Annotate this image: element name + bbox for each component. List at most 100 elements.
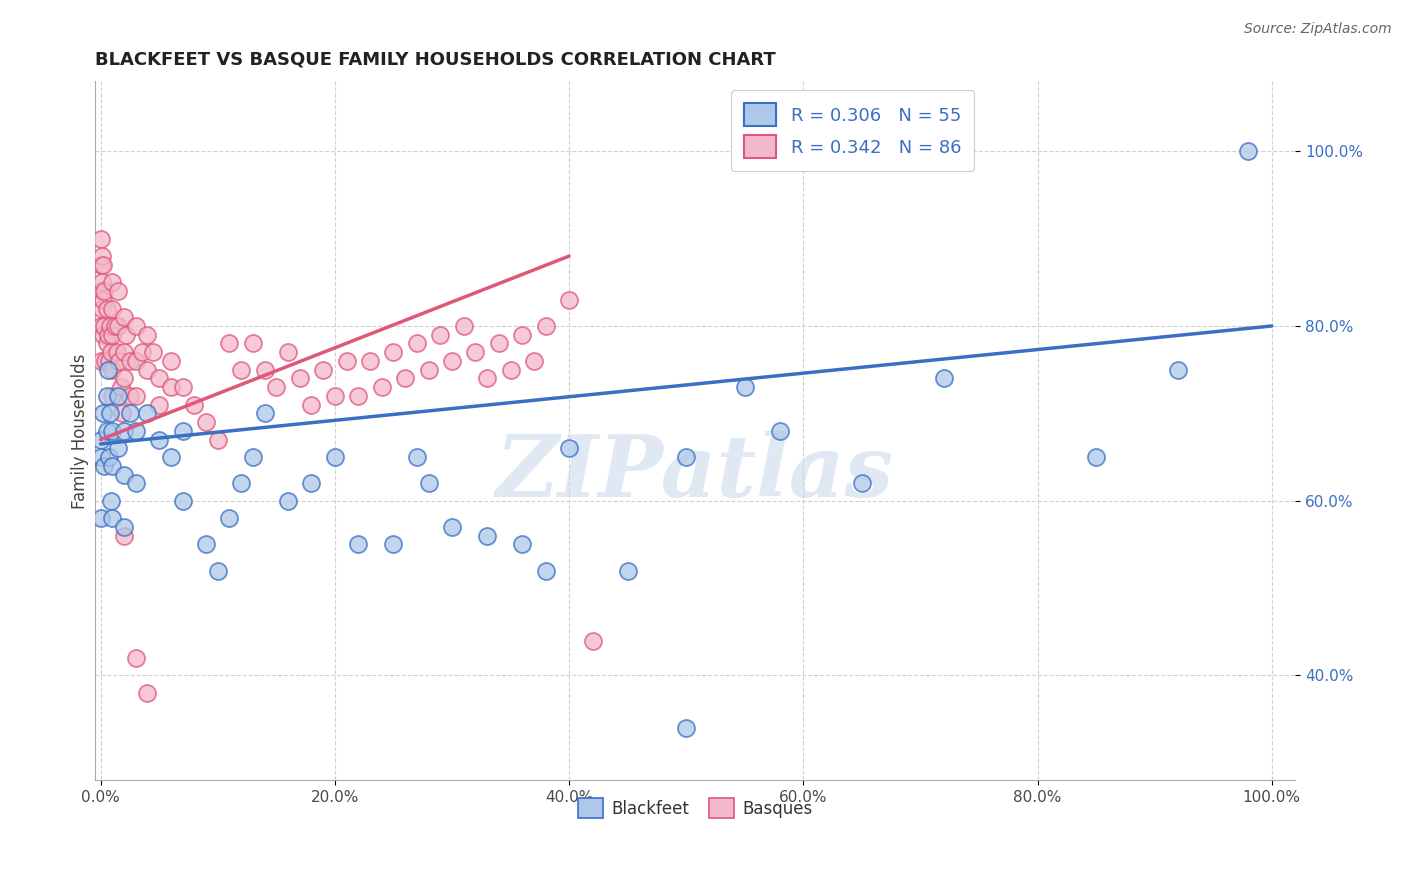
Text: ZIPatlas: ZIPatlas bbox=[496, 431, 894, 515]
Point bbox=[91, 293, 114, 307]
Point bbox=[111, 406, 134, 420]
Point bbox=[266, 380, 288, 394]
Point bbox=[112, 467, 135, 482]
Point bbox=[231, 476, 253, 491]
Point bbox=[475, 529, 498, 543]
Point bbox=[277, 493, 299, 508]
Point bbox=[394, 371, 416, 385]
Point bbox=[136, 406, 159, 420]
Point bbox=[101, 275, 124, 289]
Point bbox=[104, 318, 127, 333]
Point bbox=[160, 380, 183, 394]
Legend: Blackfeet, Basques: Blackfeet, Basques bbox=[571, 792, 820, 824]
Point bbox=[195, 415, 218, 429]
Point bbox=[93, 284, 115, 298]
Point bbox=[101, 389, 124, 403]
Point bbox=[160, 450, 183, 464]
Point bbox=[488, 336, 510, 351]
Point bbox=[616, 564, 638, 578]
Point bbox=[418, 362, 440, 376]
Point bbox=[1085, 450, 1108, 464]
Point bbox=[534, 564, 557, 578]
Point bbox=[301, 398, 323, 412]
Point bbox=[97, 450, 120, 464]
Point bbox=[242, 450, 264, 464]
Point bbox=[100, 345, 122, 359]
Point bbox=[136, 686, 159, 700]
Point bbox=[112, 424, 135, 438]
Point bbox=[91, 327, 114, 342]
Text: BLACKFEET VS BASQUE FAMILY HOUSEHOLDS CORRELATION CHART: BLACKFEET VS BASQUE FAMILY HOUSEHOLDS CO… bbox=[94, 51, 776, 69]
Point bbox=[359, 354, 381, 368]
Point bbox=[101, 511, 124, 525]
Point bbox=[288, 371, 311, 385]
Point bbox=[534, 318, 557, 333]
Point bbox=[382, 345, 405, 359]
Point bbox=[101, 327, 124, 342]
Point bbox=[172, 493, 194, 508]
Point bbox=[125, 424, 148, 438]
Point bbox=[218, 511, 240, 525]
Point bbox=[96, 301, 118, 316]
Point bbox=[242, 336, 264, 351]
Point bbox=[125, 476, 148, 491]
Point bbox=[440, 354, 463, 368]
Point bbox=[277, 345, 299, 359]
Point bbox=[148, 398, 170, 412]
Point bbox=[118, 389, 141, 403]
Point bbox=[851, 476, 873, 491]
Point bbox=[510, 537, 533, 551]
Point bbox=[91, 258, 114, 272]
Point bbox=[118, 406, 141, 420]
Point bbox=[405, 336, 427, 351]
Point bbox=[105, 345, 128, 359]
Point bbox=[148, 433, 170, 447]
Point bbox=[218, 336, 240, 351]
Point bbox=[107, 389, 129, 403]
Point bbox=[125, 354, 148, 368]
Point bbox=[499, 362, 522, 376]
Point bbox=[932, 371, 955, 385]
Point bbox=[160, 354, 183, 368]
Point bbox=[112, 529, 135, 543]
Point bbox=[90, 301, 112, 316]
Point bbox=[558, 442, 581, 456]
Point bbox=[136, 327, 159, 342]
Point bbox=[93, 318, 115, 333]
Point bbox=[125, 318, 148, 333]
Point bbox=[253, 406, 276, 420]
Point bbox=[101, 424, 124, 438]
Point bbox=[107, 284, 129, 298]
Point bbox=[207, 433, 229, 447]
Point bbox=[112, 310, 135, 325]
Point bbox=[96, 389, 118, 403]
Point bbox=[418, 476, 440, 491]
Point bbox=[148, 371, 170, 385]
Point bbox=[98, 318, 121, 333]
Point bbox=[90, 258, 112, 272]
Point bbox=[131, 345, 153, 359]
Point bbox=[125, 389, 148, 403]
Point bbox=[90, 450, 112, 464]
Point bbox=[101, 362, 124, 376]
Point bbox=[98, 406, 121, 420]
Point bbox=[769, 424, 792, 438]
Point bbox=[440, 520, 463, 534]
Text: Source: ZipAtlas.com: Source: ZipAtlas.com bbox=[1244, 22, 1392, 37]
Point bbox=[510, 327, 533, 342]
Point bbox=[101, 301, 124, 316]
Point bbox=[136, 362, 159, 376]
Point bbox=[90, 433, 112, 447]
Point bbox=[112, 345, 135, 359]
Point bbox=[112, 371, 135, 385]
Point bbox=[90, 354, 112, 368]
Point bbox=[231, 362, 253, 376]
Point bbox=[112, 520, 135, 534]
Y-axis label: Family Households: Family Households bbox=[72, 353, 89, 508]
Point bbox=[382, 537, 405, 551]
Point bbox=[347, 389, 370, 403]
Point bbox=[97, 362, 120, 376]
Point bbox=[581, 633, 603, 648]
Point bbox=[118, 354, 141, 368]
Point bbox=[96, 424, 118, 438]
